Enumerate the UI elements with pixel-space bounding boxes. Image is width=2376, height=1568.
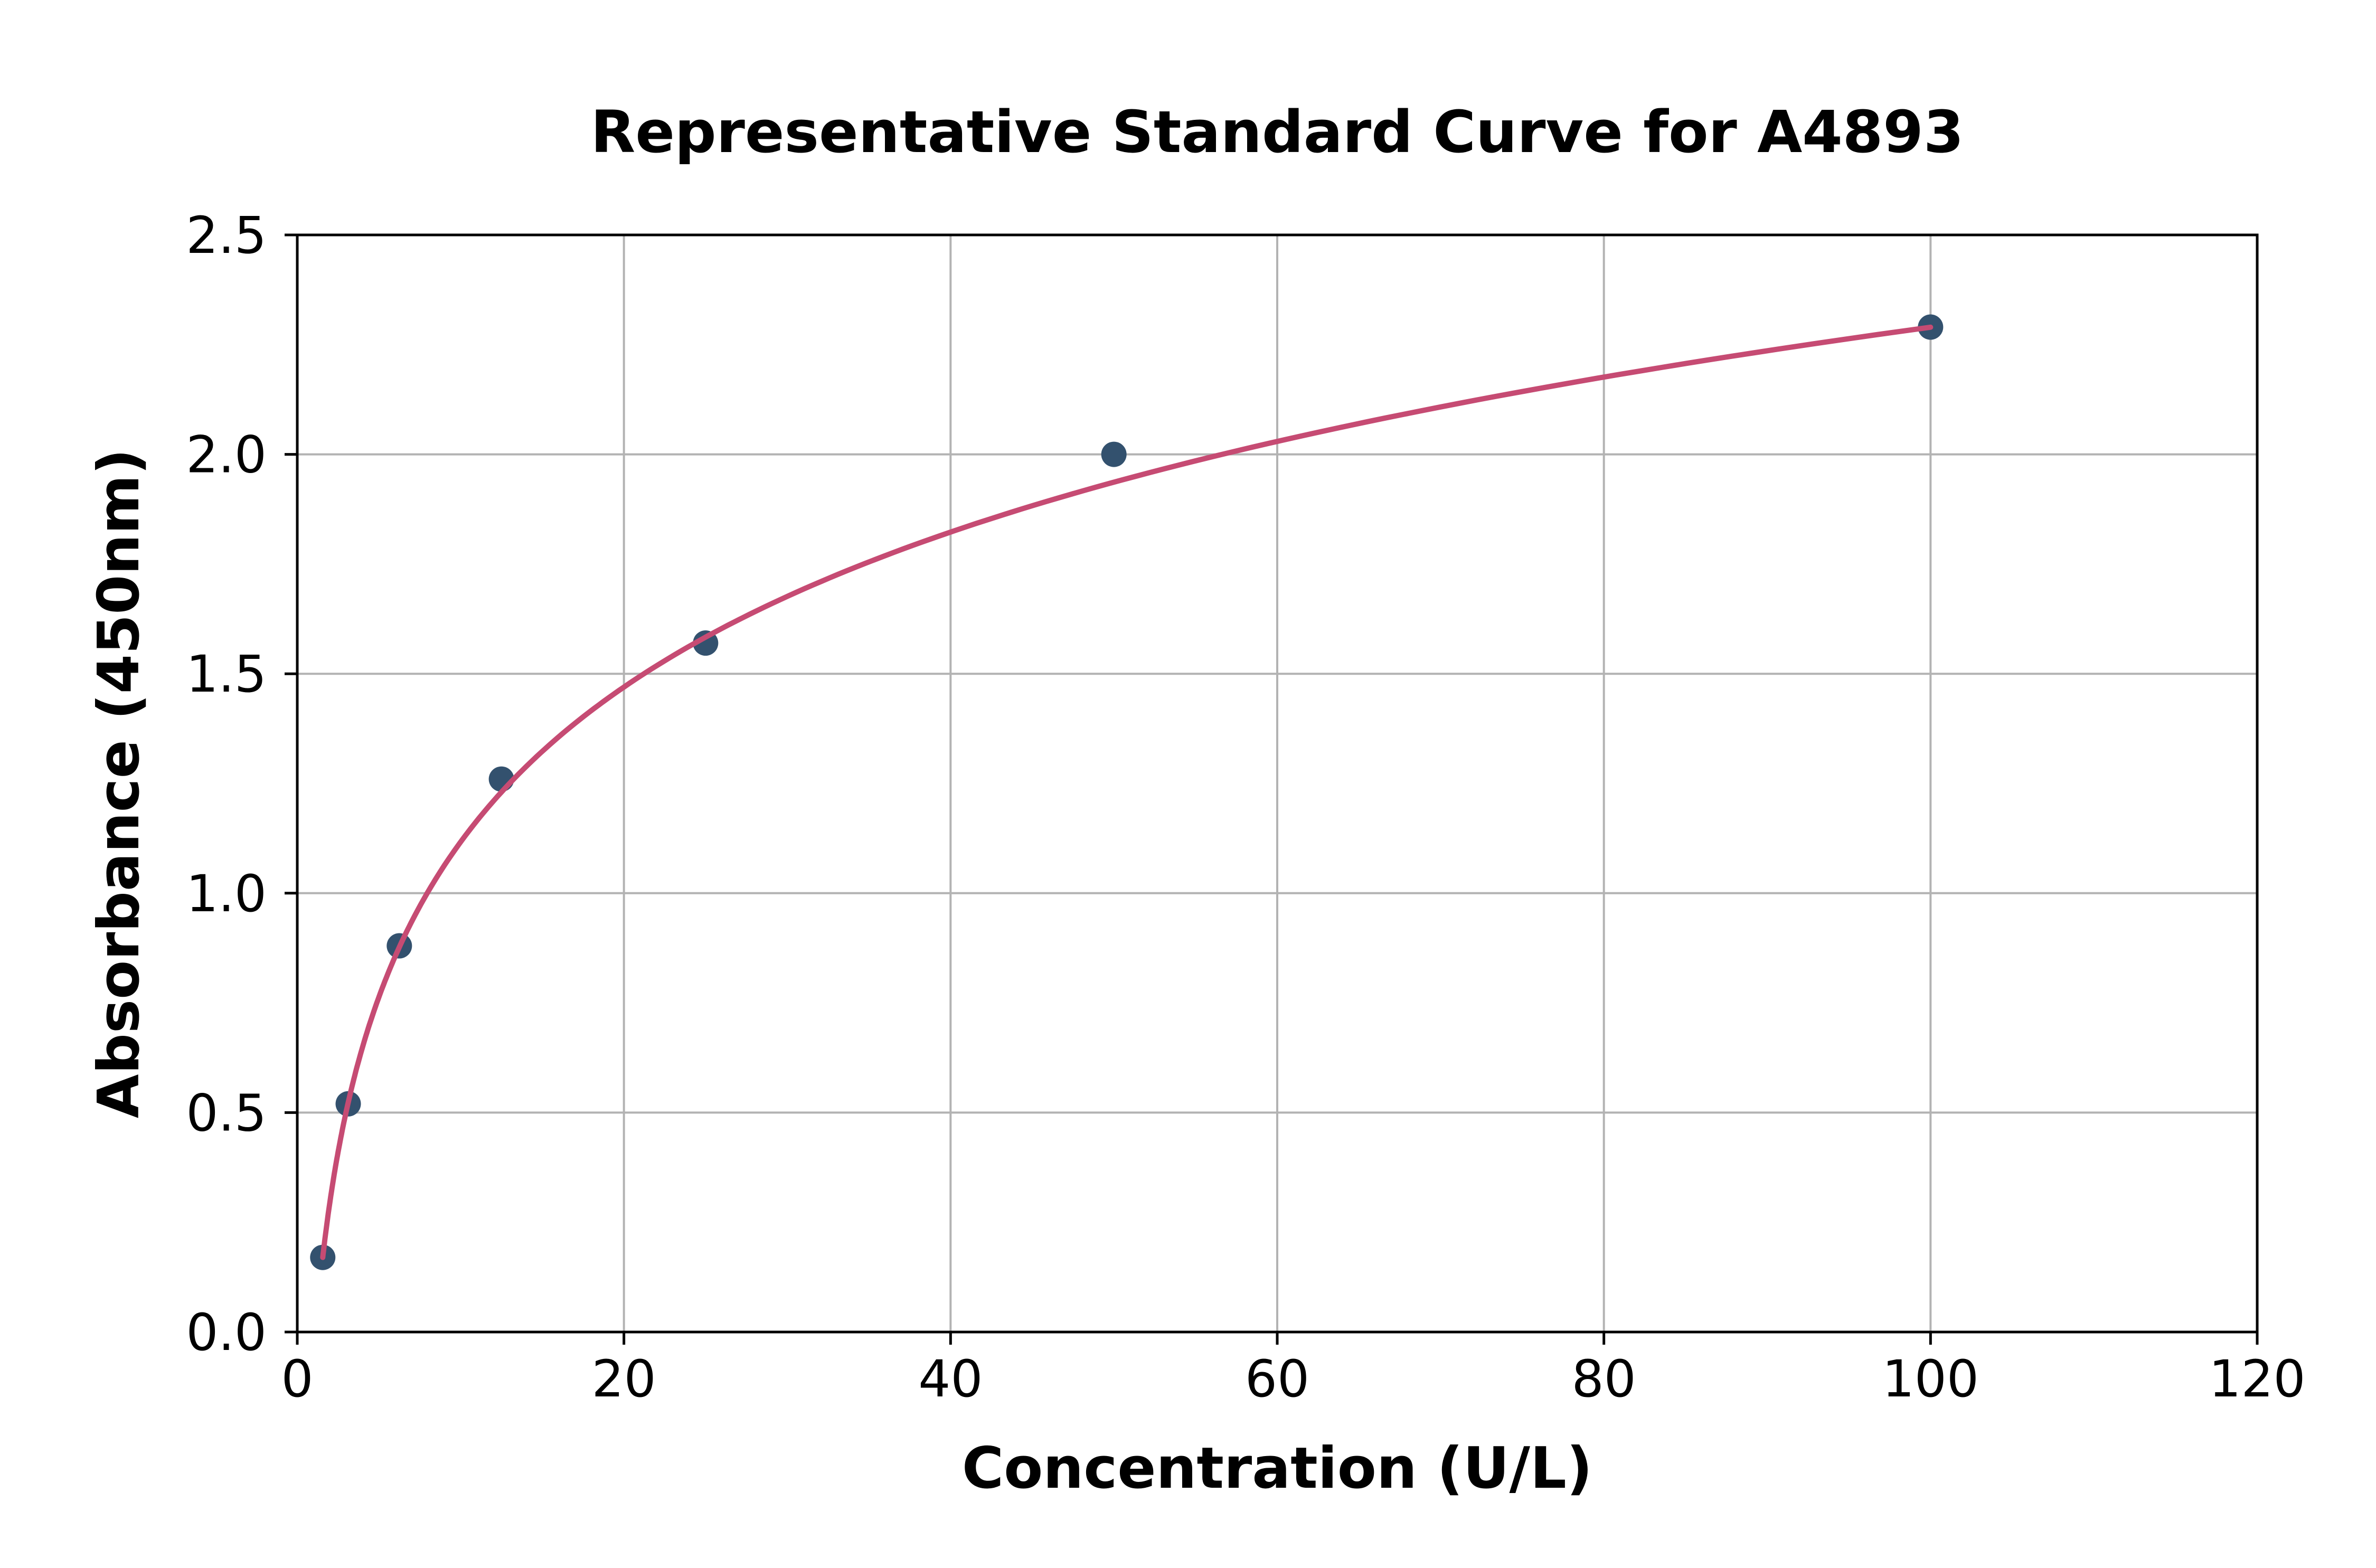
x-tick-label: 60 bbox=[1245, 1349, 1309, 1409]
plot-border bbox=[296, 233, 2259, 1334]
y-tick-label: 1.0 bbox=[186, 864, 267, 923]
x-tick-label: 80 bbox=[1572, 1349, 1636, 1409]
x-tick-label: 100 bbox=[1882, 1349, 1979, 1409]
x-axis-label: Concentration (U/L) bbox=[962, 1435, 1592, 1501]
chart-title: Representative Standard Curve for A4893 bbox=[591, 98, 1964, 166]
x-tick-label: 120 bbox=[2209, 1349, 2305, 1409]
y-axis-label: Absorbance (450nm) bbox=[86, 449, 152, 1118]
data-point bbox=[1101, 441, 1127, 467]
x-tick-label: 20 bbox=[592, 1349, 656, 1409]
y-tick-label: 2.5 bbox=[186, 206, 267, 265]
y-tick-label: 0.5 bbox=[186, 1083, 267, 1142]
fit-curve bbox=[320, 324, 1934, 1260]
series-layer bbox=[310, 314, 1944, 1270]
y-tick-label: 0.0 bbox=[186, 1303, 267, 1362]
y-tick-label: 2.0 bbox=[186, 426, 267, 485]
y-tick-label: 1.5 bbox=[186, 645, 267, 704]
grid-layer bbox=[296, 234, 2258, 1333]
tick-label-layer: 0 20 40 60 80 100 120 0.0 0.5 1.0 1.5 2.0 2.5 bbox=[186, 206, 2305, 1409]
x-tick-label: 0 bbox=[281, 1349, 313, 1409]
tick-layer bbox=[285, 233, 2259, 1345]
x-tick-label: 40 bbox=[918, 1349, 983, 1409]
